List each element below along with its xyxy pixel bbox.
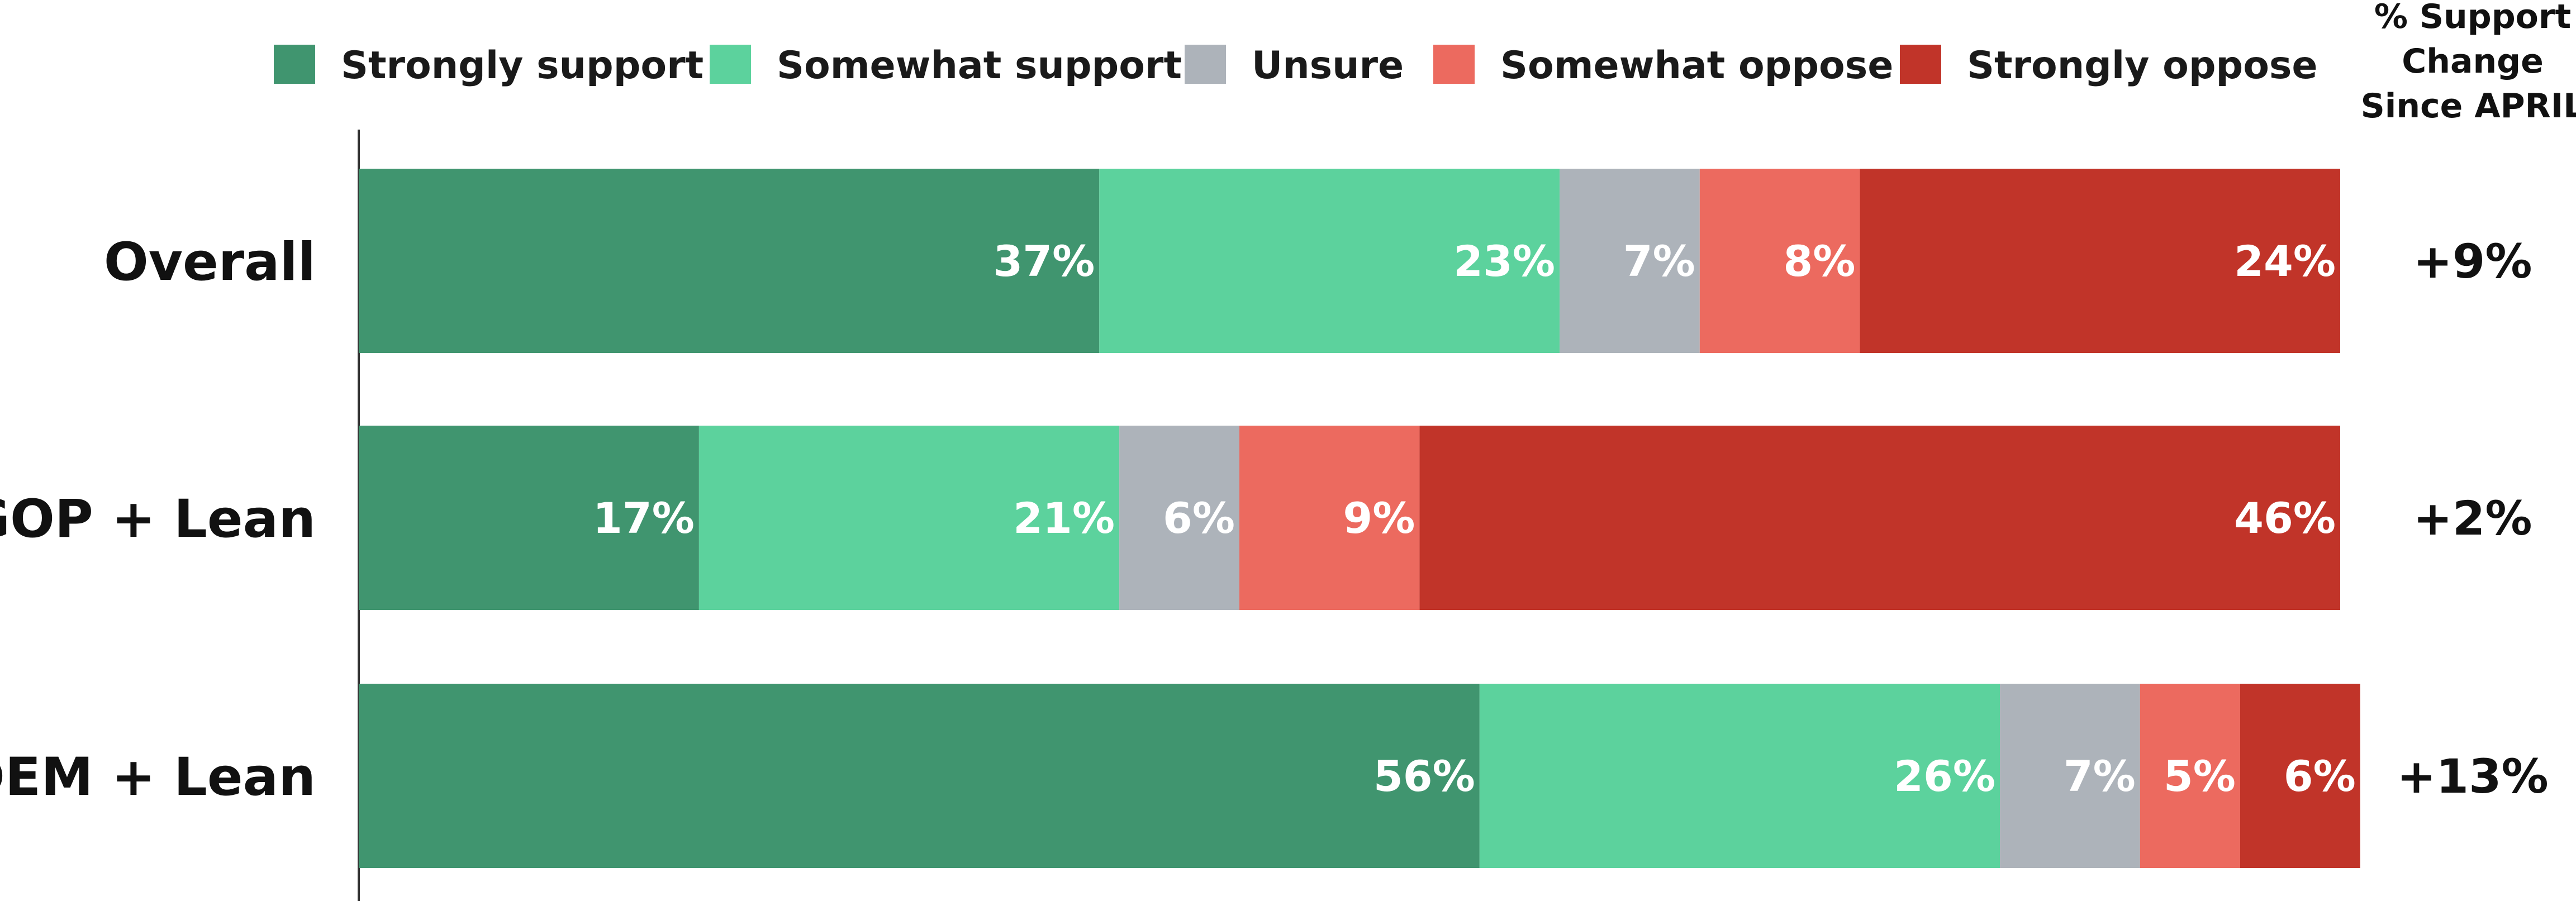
bar-segment-gop-lean-unsure [1119, 426, 1239, 610]
bar-segment-dem-lean-strongly-oppose [2240, 684, 2360, 868]
value-label-gop-lean-somewhat-support: 21% [1013, 493, 1115, 543]
legend-swatch-somewhat-oppose [1433, 45, 1475, 84]
bar-segment-gop-lean-somewhat-support [698, 426, 1120, 610]
bar-segment-overall-strongly-support [359, 169, 1100, 353]
legend-swatch-unsure [1185, 45, 1226, 84]
value-label-gop-lean-strongly-oppose: 46% [2234, 493, 2336, 543]
category-label-gop-lean: GOP + Lean [0, 489, 316, 550]
value-label-overall-unsure: 7% [1623, 236, 1695, 286]
bar-segment-overall-somewhat-support [1099, 169, 1560, 353]
value-label-dem-lean-strongly-support: 56% [1373, 751, 1475, 801]
value-label-gop-lean-strongly-support: 17% [593, 493, 695, 543]
value-label-overall-somewhat-oppose: 8% [1783, 236, 1855, 286]
value-label-gop-lean-unsure: 6% [1163, 493, 1235, 543]
legend-label-somewhat-oppose: Somewhat oppose [1500, 44, 1893, 88]
support-change-header-line-1: % Support [2374, 0, 2571, 36]
legend-swatch-strongly-support [274, 45, 315, 84]
bar-rows: Overall 37% 23% 7% 8% 24% +9% GOP + Lean 17% 21% 6… [0, 169, 2549, 868]
bar-segment-overall-somewhat-oppose [1699, 169, 1860, 353]
support-change-header: % Support Change Since APRIL [2361, 0, 2576, 126]
support-change-header-line-2: Change [2402, 42, 2544, 81]
value-label-dem-lean-somewhat-oppose: 5% [2164, 751, 2236, 801]
legend-swatch-somewhat-support [710, 45, 751, 84]
legend-label-unsure: Unsure [1252, 44, 1404, 88]
bar-segment-dem-lean-unsure [2000, 684, 2140, 868]
category-label-dem-lean: DEM + Lean [0, 747, 316, 808]
value-label-dem-lean-somewhat-support: 26% [1894, 751, 1995, 801]
support-change-gop-lean: +2% [2413, 491, 2532, 546]
bar-segment-gop-lean-strongly-oppose [1419, 426, 2340, 610]
value-label-dem-lean-unsure: 7% [2064, 751, 2136, 801]
legend-label-somewhat-support: Somewhat support [777, 44, 1182, 88]
bar-segment-overall-strongly-oppose [1860, 169, 2340, 353]
support-change-overall: +9% [2413, 234, 2532, 289]
bar-segment-dem-lean-somewhat-support [1479, 684, 2000, 868]
legend-label-strongly-support: Strongly support [341, 44, 704, 88]
bar-segment-dem-lean-somewhat-oppose [2140, 684, 2240, 868]
legend-label-strongly-oppose: Strongly oppose [1967, 44, 2318, 88]
bar-segment-dem-lean-strongly-support [359, 684, 1480, 868]
value-label-dem-lean-strongly-oppose: 6% [2284, 751, 2356, 801]
bar-segment-gop-lean-strongly-support [359, 426, 699, 610]
category-label-overall: Overall [104, 232, 316, 293]
value-label-overall-somewhat-support: 23% [1453, 236, 1555, 286]
support-change-dem-lean: +13% [2397, 749, 2548, 804]
value-label-overall-strongly-support: 37% [993, 236, 1095, 286]
legend-swatch-strongly-oppose [1900, 45, 1941, 84]
support-change-header-line-3: Since APRIL [2361, 87, 2576, 126]
value-label-overall-strongly-oppose: 24% [2234, 236, 2336, 286]
bar-segment-gop-lean-somewhat-oppose [1239, 426, 1420, 610]
bar-segment-overall-unsure [1560, 169, 1700, 353]
legend: Strongly support Somewhat support Unsure So… [274, 44, 2318, 88]
value-label-gop-lean-somewhat-oppose: 9% [1343, 493, 1415, 543]
